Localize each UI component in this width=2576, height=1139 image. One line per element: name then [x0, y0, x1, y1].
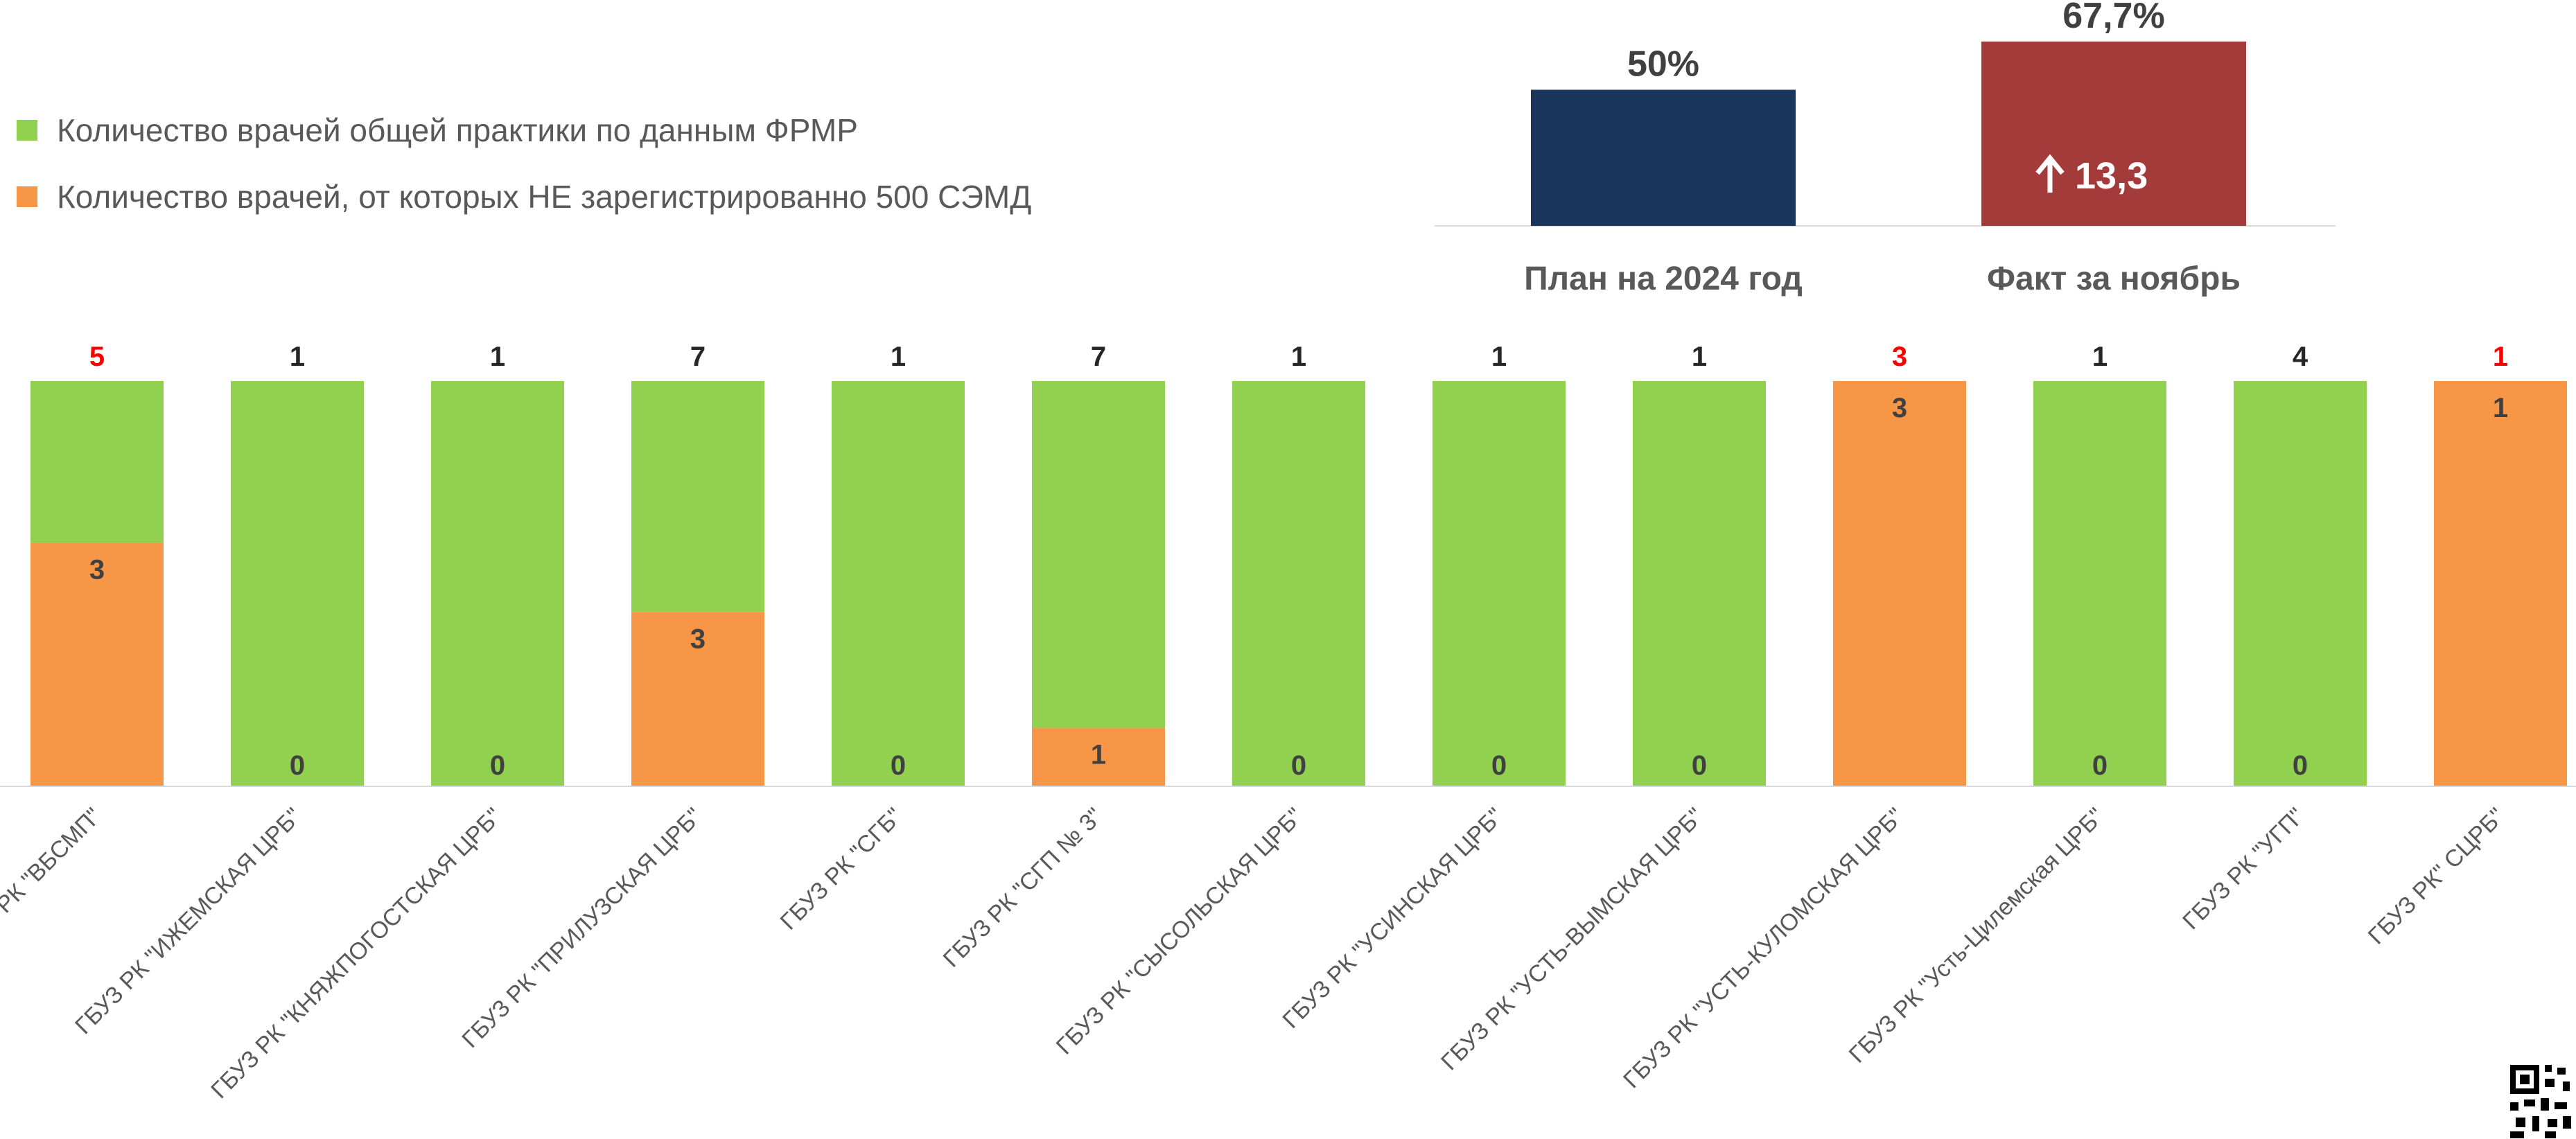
- total-value-label: 1: [891, 342, 906, 372]
- bar-total-segment: [2234, 381, 2367, 786]
- not-registered-value-label: 0: [2092, 750, 2108, 781]
- total-value-label: 1: [490, 342, 505, 372]
- category-label-гбуз-рк-сгп-3: ГБУЗ РК "СГП № 3": [938, 803, 1108, 973]
- total-value-label: 5: [89, 342, 105, 372]
- category-label-гбуз-рк-усинская-црб: ГБУЗ РК "УСИНСКАЯ ЦРБ": [1277, 803, 1508, 1034]
- category-label-гбуз-рк-сгб: ГБУЗ РК "СГБ": [776, 803, 908, 935]
- total-value-label: 1: [1491, 342, 1507, 372]
- total-value-label: 1: [290, 342, 305, 372]
- bar-not-registered-segment: [2434, 381, 2567, 786]
- category-label-гбуз-рк-угп: ГБУЗ РК "УГП": [2178, 803, 2309, 935]
- chart-legend: Количество врачей общей практики по данн…: [17, 97, 1031, 230]
- legend-item-total: Количество врачей общей практики по данн…: [17, 97, 1031, 164]
- total-value-label: 7: [690, 342, 706, 372]
- not-registered-value-label: 3: [89, 555, 105, 585]
- not-registered-value-label: 0: [1291, 750, 1306, 781]
- category-label-гбуз-рк-ижемская-црб: ГБУЗ РК "ИЖЕМСКАЯ ЦРБ": [70, 803, 306, 1039]
- mini-category-label-1: План на 2024 год: [1524, 261, 1803, 297]
- category-label-гбуз-рк-вбсмп: ГБУЗ РК "ВБСМП": [0, 803, 107, 963]
- not-registered-value-label: 0: [1491, 750, 1507, 781]
- mini-bar-2: [1981, 42, 2246, 226]
- total-value-label: 1: [2493, 342, 2508, 372]
- bar-total-segment: [832, 381, 965, 786]
- bar-total-segment: [1232, 381, 1365, 786]
- not-registered-value-label: 3: [1892, 393, 1907, 423]
- not-registered-value-label: 1: [1091, 740, 1106, 770]
- bar-total-segment: [2033, 381, 2166, 786]
- bar-total-segment: [30, 381, 164, 543]
- mini-category-label-2: Факт за ноябрь: [1987, 261, 2241, 297]
- bar-not-registered-segment: [631, 612, 764, 786]
- total-value-label: 7: [1091, 342, 1106, 372]
- stacked-bar-chart: 5 3 ГБУЗ РК "ВБСМП" 1 0 ГБУЗ РК "ИЖЕМСКАЯ ЦРБ…: [0, 342, 2576, 1104]
- category-label-гбуз-рк-сцрб: ГБУЗ РК" СЦРБ": [2363, 803, 2510, 950]
- arrow-up-icon: [2035, 154, 2065, 193]
- total-value-label: 3: [1892, 342, 1907, 372]
- not-registered-value-label: 3: [690, 624, 706, 655]
- category-label-гбуз-рк-прилузская-црб: ГБУЗ РК "ПРИЛУЗСКАЯ ЦРБ": [457, 803, 707, 1053]
- legend-label-total: Количество врачей общей практики по данн…: [57, 112, 858, 148]
- bar-not-registered-segment: [30, 542, 164, 786]
- not-registered-value-label: 0: [2293, 750, 2308, 781]
- legend-swatch-orange: [17, 186, 37, 207]
- mini-annotation-value: 13,3: [2075, 155, 2148, 197]
- bar-not-registered-segment: [1833, 381, 1966, 786]
- mini-value-label-1: 50%: [1627, 44, 1699, 85]
- bar-total-segment: [631, 381, 764, 612]
- bar-total-segment: [1032, 381, 1165, 728]
- total-value-label: 1: [1692, 342, 1707, 372]
- not-registered-value-label: 0: [290, 750, 305, 781]
- legend-swatch-green: [17, 120, 37, 141]
- bar-not-registered-segment: [1032, 727, 1165, 786]
- total-value-label: 1: [1291, 342, 1306, 372]
- total-value-label: 1: [2092, 342, 2108, 372]
- category-label-гбуз-рк-сысольская-црб: ГБУЗ РК "СЫСОЛЬСКАЯ ЦРБ": [1051, 803, 1308, 1060]
- not-registered-value-label: 0: [891, 750, 906, 781]
- bar-total-segment: [431, 381, 564, 786]
- mini-bar-1: [1531, 89, 1796, 226]
- bar-total-segment: [1633, 381, 1766, 786]
- legend-label-not-registered: Количество врачей, от которых НЕ зарегис…: [57, 179, 1032, 215]
- bar-total-segment: [231, 381, 364, 786]
- mini-value-label-2: 67,7%: [2062, 0, 2164, 36]
- legend-item-not-registered: Количество врачей, от которых НЕ зарегис…: [17, 164, 1031, 230]
- plan-fact-chart: 50% План на 2024 год 67,7% Факт за ноябрь 13…: [1435, 0, 2336, 297]
- bar-total-segment: [1432, 381, 1566, 786]
- qr-code-icon: [2509, 1063, 2576, 1139]
- not-registered-value-label: 0: [490, 750, 505, 781]
- not-registered-value-label: 0: [1692, 750, 1707, 781]
- not-registered-value-label: 1: [2493, 393, 2508, 423]
- total-value-label: 4: [2293, 342, 2308, 372]
